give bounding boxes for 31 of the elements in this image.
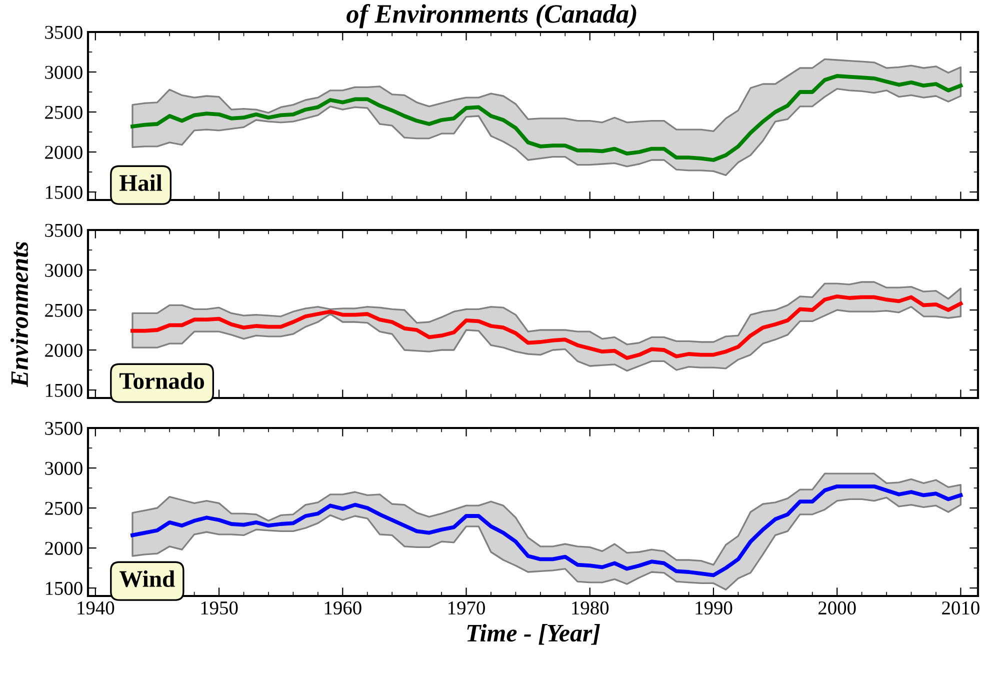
annotation: Hail bbox=[120, 174, 162, 192]
line-series bbox=[130, 74, 963, 162]
y-tick-label: 3000 bbox=[45, 462, 82, 475]
chart-title: of Environments (Canada) bbox=[346, 4, 636, 28]
x-tick-label: 2000 bbox=[818, 601, 856, 615]
y-tick-label: 1500 bbox=[46, 582, 82, 595]
y-axis-title: Environments bbox=[10, 242, 28, 388]
x-tick-label: 1970 bbox=[448, 601, 485, 615]
x-tick-label: 1950 bbox=[201, 601, 238, 615]
y-tick-label: 2000 bbox=[45, 146, 82, 159]
y-tick-label: 1500 bbox=[46, 384, 82, 397]
x-tick-label: 1980 bbox=[572, 601, 609, 615]
x-tick-label: 2010 bbox=[942, 601, 980, 615]
x-axis-title: Time - [Year] bbox=[467, 624, 600, 645]
y-tick-label: 3000 bbox=[45, 264, 82, 277]
y-tick-label: 3500 bbox=[45, 224, 82, 237]
x-tick-label: 1960 bbox=[324, 601, 362, 615]
y-tick-label: 2500 bbox=[45, 304, 82, 317]
y-tick-label: 3500 bbox=[45, 422, 82, 435]
x-tick-label: 1990 bbox=[696, 601, 732, 615]
x-tick-label: 1940 bbox=[78, 601, 114, 615]
annotation: Tornado bbox=[120, 372, 204, 390]
y-tick-label: 3500 bbox=[45, 26, 82, 39]
y-tick-label: 1500 bbox=[46, 186, 82, 199]
y-tick-label: 2500 bbox=[45, 106, 82, 119]
y-tick-label: 2000 bbox=[45, 542, 82, 555]
line-series bbox=[130, 294, 963, 360]
y-tick-label: 3000 bbox=[45, 66, 82, 79]
annotation: Wind bbox=[119, 570, 175, 588]
y-tick-label: 2500 bbox=[45, 502, 82, 515]
y-tick-label: 2000 bbox=[45, 344, 82, 357]
